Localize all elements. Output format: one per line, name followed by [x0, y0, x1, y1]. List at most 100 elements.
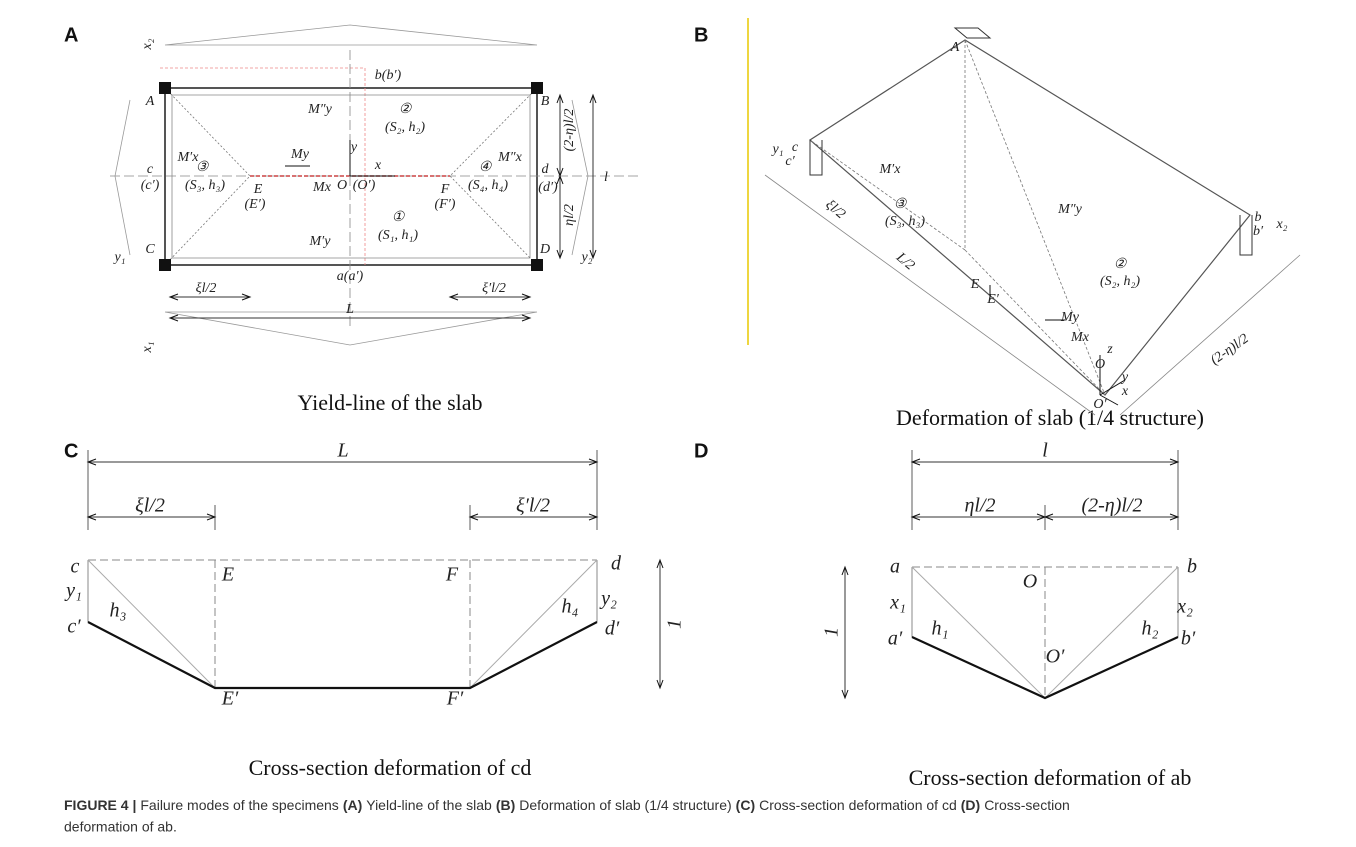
diagram-label: ξl/2: [822, 197, 848, 222]
diagram-label: (F′): [435, 197, 456, 212]
diagram-label: Mx: [312, 180, 332, 195]
diagram-label: My: [1060, 310, 1080, 325]
diagram-label: M′x: [879, 162, 902, 177]
line: [88, 622, 597, 688]
diagram-label: (d′): [538, 180, 558, 195]
diagram-label: F′: [446, 688, 464, 710]
diagram-label: (S₄, h₄): [468, 178, 508, 193]
column: [159, 82, 171, 94]
diagram-label: C: [145, 242, 155, 257]
diagram-label: ξl/2: [196, 281, 217, 296]
diagram-label: x₁: [889, 592, 906, 614]
diagram-label: A: [950, 40, 960, 55]
line: [88, 560, 597, 688]
diagram-label: l: [604, 170, 608, 185]
diagram-label: a′: [888, 628, 903, 650]
diagram-label: M′y: [309, 234, 332, 249]
diagram-label: (S₃, h₃): [185, 178, 225, 193]
caption-segment: (A): [343, 797, 362, 813]
diagram-label: c: [71, 556, 80, 578]
diagram-label: (2-η)l/2: [1081, 495, 1142, 517]
diagram-label: x₂: [1275, 217, 1287, 232]
diagram-label: E: [970, 277, 980, 292]
diagram-label: 1: [664, 619, 686, 629]
panel-letter: A: [64, 24, 78, 46]
diagram-label: (O′): [353, 178, 376, 193]
figure-caption: FIGURE 4 |Failure modes of the specimens…: [64, 797, 1070, 813]
caption-segment: Deformation of slab (1/4 structure): [519, 797, 731, 813]
diagram-label: y: [1120, 370, 1129, 385]
diagram-label: M″x: [497, 150, 522, 165]
diagram-label: E′: [986, 292, 1000, 307]
diagram-label: d′: [605, 618, 620, 640]
diagram-label: (S₂, h₂): [1100, 274, 1140, 289]
diagram-label: O′: [1093, 397, 1107, 412]
panel-letter: B: [694, 24, 708, 46]
diagram-label: x₁: [140, 341, 155, 353]
diagram-label: ηl/2: [964, 495, 995, 517]
diagram-label: y₂: [599, 588, 617, 610]
diagram-label: b: [1255, 210, 1262, 225]
diagram-label: ηl/2: [562, 204, 577, 226]
diagram-label: h₂: [1142, 618, 1159, 640]
diagram-label: L: [336, 440, 348, 462]
diagram-label: (2-η)l/2: [562, 109, 577, 152]
diagram-label: h₁: [932, 618, 949, 640]
diagram-label: E: [221, 564, 234, 586]
figure: A B C D Yield-line of the slab Deformati…: [0, 0, 1356, 847]
caption-segment: FIGURE 4 |: [64, 797, 136, 813]
line: [955, 28, 990, 38]
diagram-label: c′: [67, 616, 81, 638]
line: [912, 567, 1178, 637]
panel-caption: Cross-section deformation of ab: [909, 765, 1192, 790]
diagram-label: M″y: [1057, 202, 1082, 217]
diagram-label: b′: [1181, 628, 1196, 650]
diagram-label: O: [1095, 357, 1105, 372]
line: [810, 140, 965, 250]
diagram-label: ③: [196, 160, 210, 175]
diagram-label: y: [349, 140, 358, 155]
diagram-label: O: [1023, 571, 1037, 593]
panel-caption: Deformation of slab (1/4 structure): [896, 405, 1204, 430]
diagram-label: (S₂, h₂): [385, 120, 425, 135]
diagram-label: y₁: [112, 250, 125, 265]
diagram-label: ξl/2: [135, 495, 165, 517]
diagram-label: My: [290, 147, 310, 162]
diagram-label: x: [374, 158, 382, 173]
diagram-label: c: [792, 140, 799, 155]
diagram-label: h₃: [110, 600, 127, 622]
panel-caption: Cross-section deformation of cd: [249, 755, 532, 780]
diagram-label: h₄: [562, 596, 579, 618]
diagram-label: M″y: [307, 102, 332, 117]
caption-segment: Yield-line of the slab: [366, 797, 492, 813]
caption-segment: (B): [496, 797, 515, 813]
diagram-label: c′: [785, 154, 795, 169]
diagram-label: x₂: [1176, 596, 1193, 618]
diagram-label: y₁: [770, 142, 783, 157]
diagram-label: x₂: [140, 38, 155, 50]
line: [810, 40, 1250, 395]
caption-segment: Cross-section deformation of cd: [759, 797, 957, 813]
line: [88, 560, 597, 622]
diagram-label: E′: [221, 688, 239, 710]
diagram-label: A: [145, 94, 155, 109]
diagram-label: 1: [821, 627, 843, 637]
diagram-label: b: [1187, 556, 1197, 578]
panel-letter: D: [694, 440, 708, 462]
diagram-label: (c′): [141, 178, 160, 193]
panel-caption: Yield-line of the slab: [297, 390, 482, 415]
diagram-label: z: [1106, 342, 1113, 357]
panel-letter: C: [64, 440, 78, 462]
diagram-label: F: [445, 564, 459, 586]
column: [531, 82, 543, 94]
diagram-label: b′: [1253, 224, 1264, 239]
diagram-label: c: [147, 162, 154, 177]
diagram-label: (2-η)l/2: [1208, 331, 1252, 368]
diagram-label: (S₃, h₃): [885, 214, 925, 229]
diagram-label: ③: [894, 197, 908, 212]
diagram-label: ①: [392, 210, 406, 225]
diagram-label: O′: [1046, 646, 1065, 668]
diagram-label: x: [1121, 384, 1129, 399]
diagram-label: ②: [399, 102, 413, 117]
diagram-label: l: [1042, 440, 1048, 462]
